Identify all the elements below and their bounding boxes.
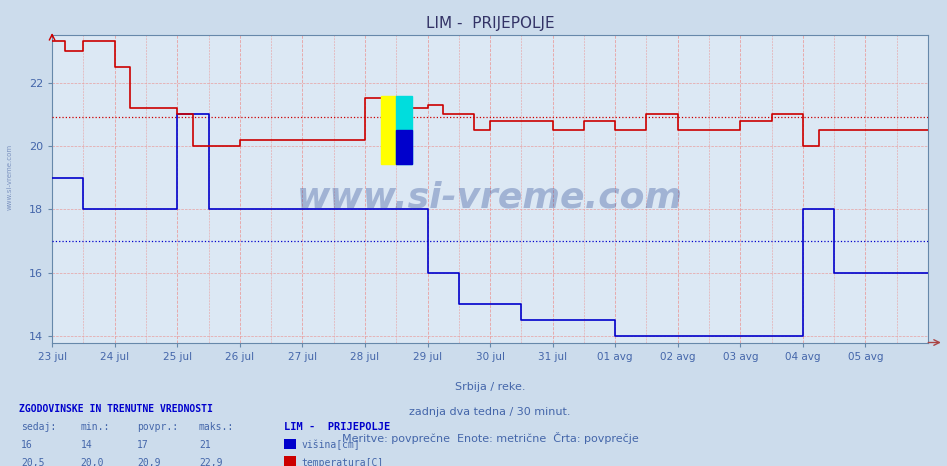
Bar [397,130,412,164]
Text: Srbija / reke.: Srbija / reke. [455,383,526,392]
Bar [397,96,412,164]
Bar [381,96,397,164]
Text: 22,9: 22,9 [199,458,223,466]
Text: višina[cm]: višina[cm] [301,439,360,450]
Text: www.si-vreme.com: www.si-vreme.com [7,144,12,210]
Text: ZGODOVINSKE IN TRENUTNE VREDNOSTI: ZGODOVINSKE IN TRENUTNE VREDNOSTI [19,404,213,414]
Text: LIM -  PRIJEPOLJE: LIM - PRIJEPOLJE [284,422,390,432]
Text: povpr.:: povpr.: [137,422,178,432]
Text: 17: 17 [137,440,149,450]
Title: LIM -  PRIJEPOLJE: LIM - PRIJEPOLJE [426,16,554,31]
Text: min.:: min.: [80,422,110,432]
Text: 20,5: 20,5 [21,458,45,466]
Text: maks.:: maks.: [199,422,234,432]
Text: sedaj:: sedaj: [21,422,56,432]
Text: zadnja dva tedna / 30 minut.: zadnja dva tedna / 30 minut. [409,407,571,417]
Text: 20,9: 20,9 [137,458,161,466]
Text: www.si-vreme.com: www.si-vreme.com [297,181,683,215]
Text: temperatura[C]: temperatura[C] [301,458,384,466]
Text: Meritve: povprečne  Enote: metrične  Črta: povprečje: Meritve: povprečne Enote: metrične Črta:… [342,432,638,444]
Text: 20,0: 20,0 [80,458,104,466]
Text: 21: 21 [199,440,210,450]
Text: 14: 14 [80,440,92,450]
Text: 16: 16 [21,440,32,450]
